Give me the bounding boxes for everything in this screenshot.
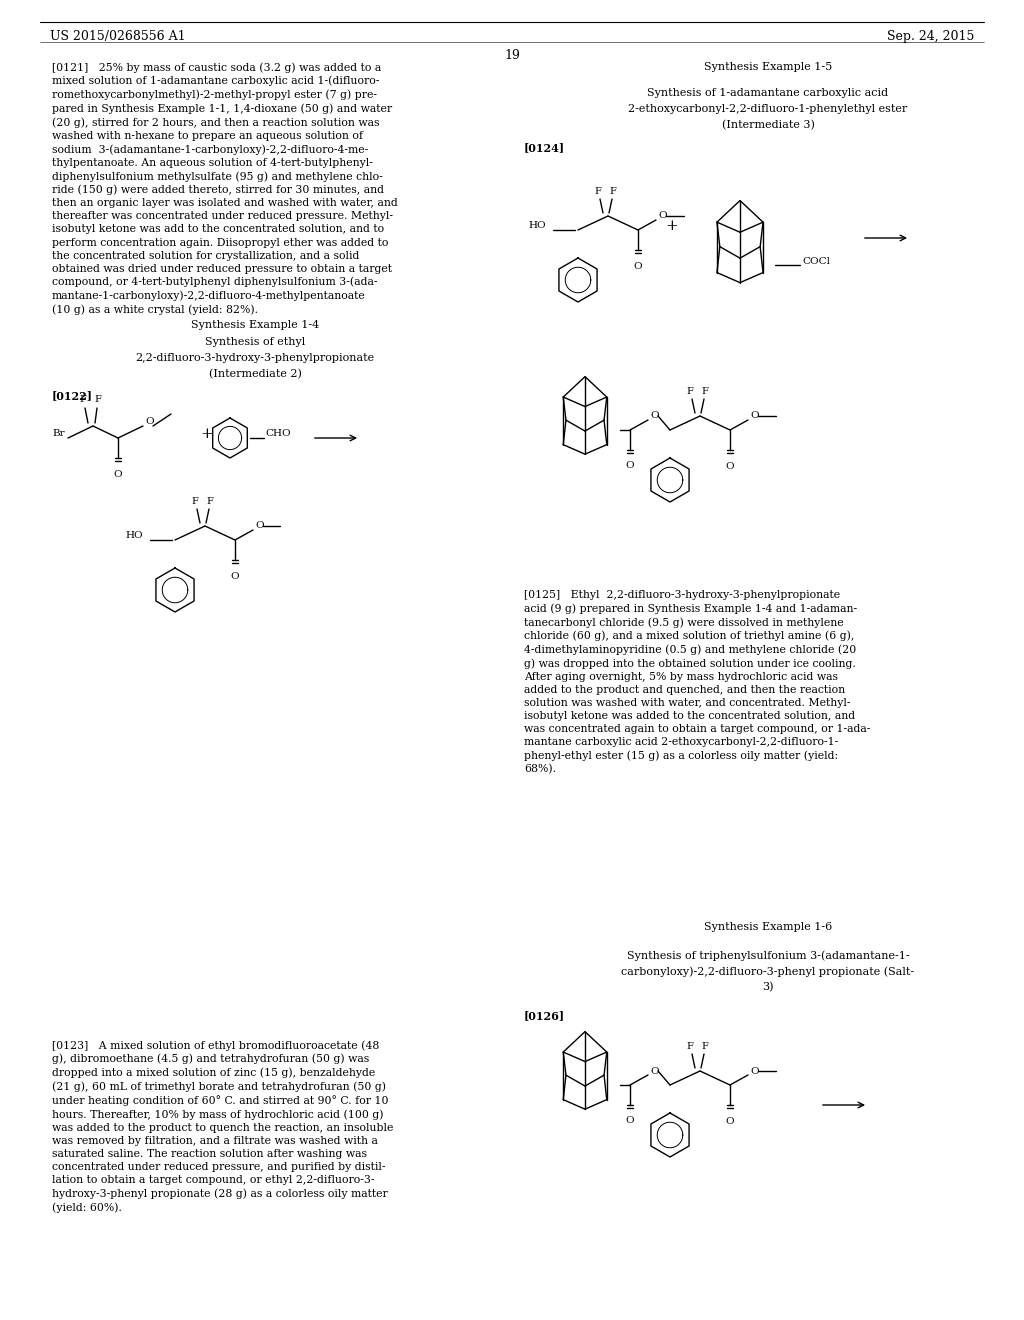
Text: O: O <box>626 1115 634 1125</box>
Text: +: + <box>666 219 678 234</box>
Text: O: O <box>726 462 734 471</box>
Text: (Intermediate 2): (Intermediate 2) <box>209 370 301 379</box>
Text: O: O <box>750 1067 759 1076</box>
Text: 2-ethoxycarbonyl-2,2-difluoro-1-phenylethyl ester: 2-ethoxycarbonyl-2,2-difluoro-1-phenylet… <box>629 104 907 114</box>
Text: O: O <box>726 1117 734 1126</box>
Text: O: O <box>658 211 667 220</box>
Text: [0125]   Ethyl  2,2-difluoro-3-hydroxy-3-phenylpropionate
acid (9 g) prepared in: [0125] Ethyl 2,2-difluoro-3-hydroxy-3-ph… <box>524 590 870 775</box>
Text: F: F <box>80 395 86 404</box>
Text: F: F <box>701 1041 709 1051</box>
Text: Synthesis of ethyl: Synthesis of ethyl <box>205 337 305 347</box>
Text: F: F <box>686 387 693 396</box>
Text: F: F <box>686 1041 693 1051</box>
Text: F: F <box>701 387 709 396</box>
Text: F: F <box>609 187 616 195</box>
Text: O: O <box>650 1067 658 1076</box>
Text: Br: Br <box>52 429 65 438</box>
Text: 2,2-difluoro-3-hydroxy-3-phenylpropionate: 2,2-difluoro-3-hydroxy-3-phenylpropionat… <box>135 352 375 363</box>
Text: CHO: CHO <box>265 429 291 438</box>
Text: O: O <box>255 521 263 531</box>
Text: O: O <box>750 412 759 421</box>
Text: Sep. 24, 2015: Sep. 24, 2015 <box>887 30 974 44</box>
Text: O: O <box>634 261 642 271</box>
Text: [0123]   A mixed solution of ethyl bromodifluoroacetate (48
g), dibromoethane (4: [0123] A mixed solution of ethyl bromodi… <box>52 1040 393 1213</box>
Text: F: F <box>191 498 199 506</box>
Text: O: O <box>650 412 658 421</box>
Text: Synthesis Example 1-6: Synthesis Example 1-6 <box>703 921 833 932</box>
Text: carbonyloxy)-2,2-difluoro-3-phenyl propionate (Salt-: carbonyloxy)-2,2-difluoro-3-phenyl propi… <box>622 966 914 977</box>
Text: COCl: COCl <box>802 256 830 265</box>
Text: F: F <box>94 395 101 404</box>
Text: [0122]: [0122] <box>52 389 93 401</box>
Text: 3): 3) <box>762 982 774 993</box>
Text: [0124]: [0124] <box>524 143 565 153</box>
Text: O: O <box>230 572 240 581</box>
Text: O: O <box>626 461 634 470</box>
Text: Synthesis Example 1-5: Synthesis Example 1-5 <box>703 62 833 73</box>
Text: O: O <box>114 470 122 479</box>
Text: Synthesis of triphenylsulfonium 3-(adamantane-1-: Synthesis of triphenylsulfonium 3-(adama… <box>627 950 909 961</box>
Text: (Intermediate 3): (Intermediate 3) <box>722 120 814 131</box>
Text: F: F <box>207 498 213 506</box>
Text: O: O <box>145 417 154 426</box>
Text: F: F <box>595 187 601 195</box>
Text: [0126]: [0126] <box>524 1010 565 1020</box>
Text: HO: HO <box>125 532 143 540</box>
Text: Synthesis of 1-adamantane carboxylic acid: Synthesis of 1-adamantane carboxylic aci… <box>647 88 889 98</box>
Text: Synthesis Example 1-4: Synthesis Example 1-4 <box>190 319 319 330</box>
Text: HO: HO <box>528 222 546 231</box>
Text: 19: 19 <box>504 49 520 62</box>
Text: +: + <box>201 426 213 441</box>
Text: US 2015/0268556 A1: US 2015/0268556 A1 <box>50 30 185 44</box>
Text: [0121]   25% by mass of caustic soda (3.2 g) was added to a
mixed solution of 1-: [0121] 25% by mass of caustic soda (3.2 … <box>52 62 397 315</box>
